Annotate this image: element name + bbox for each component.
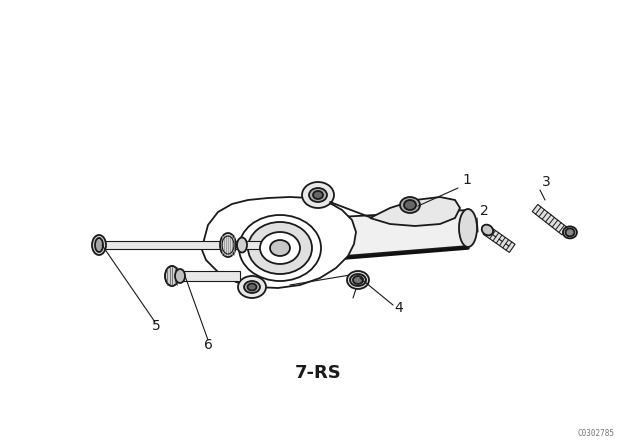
- Ellipse shape: [400, 197, 420, 213]
- Ellipse shape: [459, 209, 477, 247]
- Ellipse shape: [260, 232, 300, 264]
- Text: 3: 3: [542, 175, 551, 189]
- Text: 6: 6: [204, 338, 213, 352]
- Polygon shape: [370, 197, 460, 226]
- Ellipse shape: [350, 274, 366, 286]
- Text: 4: 4: [394, 301, 403, 315]
- Ellipse shape: [248, 222, 312, 274]
- Polygon shape: [202, 197, 356, 288]
- Ellipse shape: [165, 266, 179, 286]
- Ellipse shape: [404, 200, 416, 210]
- Text: 1: 1: [462, 173, 471, 187]
- Ellipse shape: [175, 269, 185, 283]
- Ellipse shape: [237, 237, 247, 253]
- Text: 7-RS: 7-RS: [294, 364, 341, 382]
- Polygon shape: [483, 226, 515, 253]
- Text: C0302785: C0302785: [578, 429, 615, 438]
- Ellipse shape: [309, 188, 327, 202]
- Text: 2: 2: [480, 204, 489, 218]
- Text: 5: 5: [152, 319, 161, 333]
- Ellipse shape: [313, 191, 323, 199]
- Polygon shape: [170, 271, 240, 281]
- Polygon shape: [96, 241, 270, 249]
- Ellipse shape: [353, 276, 363, 284]
- Polygon shape: [532, 204, 568, 235]
- Ellipse shape: [566, 228, 575, 237]
- Ellipse shape: [347, 271, 369, 289]
- Ellipse shape: [238, 276, 266, 298]
- Ellipse shape: [563, 226, 577, 238]
- Polygon shape: [320, 210, 468, 258]
- Ellipse shape: [220, 233, 236, 257]
- Ellipse shape: [92, 235, 106, 255]
- Ellipse shape: [95, 238, 103, 252]
- Ellipse shape: [482, 224, 493, 235]
- Ellipse shape: [239, 215, 321, 281]
- Ellipse shape: [244, 281, 260, 293]
- Ellipse shape: [302, 182, 334, 208]
- Ellipse shape: [270, 240, 290, 256]
- Ellipse shape: [248, 284, 257, 290]
